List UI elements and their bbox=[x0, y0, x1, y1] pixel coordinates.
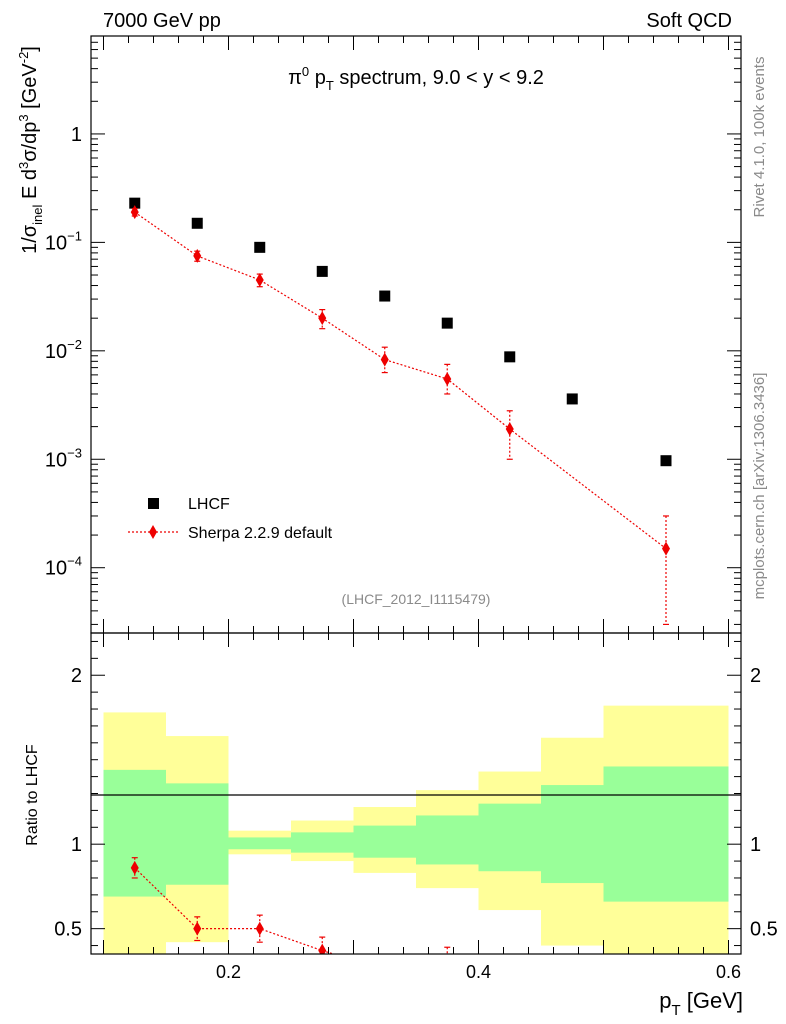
x-tick-label: 0.4 bbox=[466, 962, 491, 982]
header-left: 7000 GeV pp bbox=[103, 10, 221, 32]
ratio-y-tick-label-left: 1 bbox=[71, 834, 82, 856]
band-inner bbox=[166, 783, 229, 885]
plot-title: π0 pT spectrum, 9.0 < y < 9.2 bbox=[288, 64, 544, 93]
legend-marker-lhcf bbox=[148, 498, 159, 509]
sherpa-point bbox=[193, 248, 202, 263]
ratio-y-tick-label-right: 2 bbox=[750, 665, 761, 687]
main-frame bbox=[90, 35, 742, 634]
band-inner bbox=[353, 825, 416, 858]
ratio-frame bbox=[90, 632, 742, 955]
analysis-tag: (LHCF_2012_I1115479) bbox=[342, 591, 491, 607]
rivet-note: Rivet 4.1.0, 100k events bbox=[751, 57, 768, 218]
main-ylabel: 1/σinel E d3σ/dp3 [GeV-2] bbox=[16, 46, 45, 254]
ratio-point bbox=[193, 921, 202, 936]
xlabel: pT [GeV] bbox=[659, 988, 743, 1019]
ratio-line bbox=[134, 867, 336, 954]
band-inner bbox=[291, 832, 354, 853]
ratio-y-tick-label-left: 2 bbox=[71, 665, 82, 687]
ratio-y-tick-label-right: 1 bbox=[750, 834, 761, 856]
sherpa-point bbox=[318, 311, 327, 326]
band-inner bbox=[416, 815, 479, 865]
y-tick-label: 1 bbox=[71, 124, 82, 146]
lhcf-point bbox=[316, 265, 328, 277]
sherpa-point bbox=[443, 371, 452, 386]
main-points bbox=[129, 197, 672, 626]
y-tick-label: 10−3 bbox=[45, 445, 82, 471]
legend-label-lhcf: LHCF bbox=[188, 496, 230, 513]
sherpa-point bbox=[255, 272, 264, 287]
band-inner bbox=[603, 766, 729, 902]
header-right: Soft QCD bbox=[646, 10, 732, 32]
lhcf-point bbox=[504, 351, 516, 363]
axis-ticks: 0.2 0.4 0.6 1 10−1 10−2 10−3 10−4 0.5 0.5 1 1 2 2 bbox=[45, 35, 778, 982]
x-tick-label: 0.6 bbox=[716, 962, 741, 982]
ratio-point bbox=[130, 860, 139, 875]
y-tick-label: 10−1 bbox=[45, 228, 82, 254]
lhcf-point bbox=[191, 217, 203, 229]
lhcf-point bbox=[129, 197, 141, 209]
sherpa-point bbox=[380, 352, 389, 367]
ratio-point bbox=[255, 921, 264, 936]
ratio-bands bbox=[103, 705, 729, 954]
ratio-y-tick-label-right: 0.5 bbox=[750, 919, 778, 941]
mcplots-note: mcplots.cern.ch [arXiv:1306.3436] bbox=[751, 373, 768, 600]
lhcf-point bbox=[660, 455, 672, 467]
lhcf-point bbox=[441, 317, 453, 329]
ratio-point bbox=[318, 943, 327, 954]
ratio-point bbox=[381, 962, 389, 976]
sherpa-point bbox=[130, 205, 139, 220]
legend-marker-sherpa bbox=[149, 525, 157, 539]
ratio-points bbox=[130, 857, 514, 983]
sherpa-point bbox=[662, 541, 670, 556]
lhcf-point bbox=[566, 393, 578, 405]
ratio-point bbox=[447, 953, 448, 954]
band-inner bbox=[478, 803, 541, 872]
ratio-ylabel: Ratio to LHCF bbox=[24, 744, 41, 846]
x-tick-label: 0.2 bbox=[216, 962, 241, 982]
y-tick-label: 10−2 bbox=[45, 337, 82, 363]
band-inner bbox=[541, 785, 604, 884]
ratio-y-tick-label-left: 0.5 bbox=[54, 919, 82, 941]
ratio-point bbox=[506, 969, 514, 983]
band-inner bbox=[228, 837, 291, 850]
y-tick-label: 10−4 bbox=[45, 554, 82, 580]
lhcf-point bbox=[254, 241, 266, 253]
sherpa-point bbox=[505, 422, 514, 437]
legend-label-sherpa: Sherpa 2.2.9 default bbox=[188, 525, 333, 542]
lhcf-point bbox=[379, 290, 391, 302]
